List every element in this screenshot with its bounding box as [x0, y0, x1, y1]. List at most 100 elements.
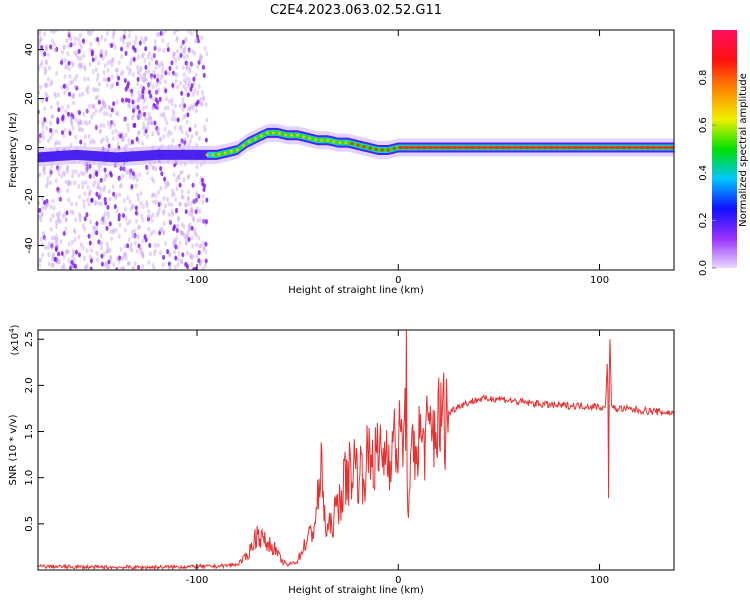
noise-point	[52, 251, 56, 257]
noise-point	[180, 138, 184, 144]
noise-point	[102, 219, 106, 225]
noise-point	[110, 43, 114, 49]
noise-point	[143, 96, 147, 102]
noise-point	[126, 127, 130, 133]
ridge-peak	[265, 131, 269, 135]
noise-point	[95, 257, 99, 263]
noise-point	[38, 90, 41, 96]
noise-point	[153, 39, 157, 45]
noise-point	[141, 251, 145, 257]
noise-point	[55, 70, 59, 76]
noise-point	[136, 68, 140, 74]
noise-point	[89, 266, 93, 270]
noise-point	[153, 73, 157, 79]
noise-point	[41, 230, 45, 236]
noise-point	[73, 76, 77, 82]
noise-point	[127, 261, 131, 267]
noise-point	[88, 240, 92, 246]
noise-point	[72, 227, 76, 233]
noise-point	[196, 90, 200, 96]
noise-point	[96, 87, 100, 93]
noise-point	[109, 170, 113, 176]
noise-point	[111, 184, 115, 190]
noise-point	[147, 111, 151, 117]
noise-point	[39, 63, 43, 69]
noise-point	[186, 64, 190, 70]
colorbar-tick-label: 0.6	[698, 117, 709, 133]
noise-point	[150, 120, 154, 126]
noise-point	[173, 239, 177, 245]
noise-point	[188, 66, 192, 72]
noise-point	[99, 201, 103, 207]
noise-point	[116, 141, 120, 147]
noise-point	[44, 83, 48, 89]
noise-point	[56, 101, 60, 107]
noise-point	[136, 81, 140, 87]
noise-point	[57, 218, 61, 224]
noise-point	[137, 54, 141, 60]
noise-point	[151, 212, 155, 218]
noise-point	[79, 55, 83, 61]
noise-point	[132, 108, 136, 114]
noise-point	[49, 120, 53, 126]
noise-point	[42, 167, 46, 173]
noise-point	[81, 38, 85, 44]
noise-point	[86, 89, 90, 95]
noise-point	[205, 197, 209, 203]
noise-point	[63, 44, 67, 50]
noise-point	[120, 97, 124, 103]
noise-point	[200, 177, 204, 183]
noise-point	[77, 48, 81, 54]
noise-point	[50, 79, 54, 85]
noise-point	[99, 139, 103, 145]
noise-point	[54, 47, 58, 53]
noise-point	[67, 197, 71, 203]
noise-point	[137, 96, 141, 102]
noise-point	[60, 49, 64, 55]
noise-point	[175, 30, 179, 33]
noise-point	[90, 103, 94, 109]
noise-point	[150, 218, 154, 224]
noise-point	[197, 258, 201, 264]
noise-point	[55, 233, 59, 239]
noise-point	[170, 101, 174, 107]
noise-point	[151, 105, 155, 111]
noise-point	[163, 30, 167, 33]
noise-point	[43, 31, 47, 37]
noise-point	[98, 128, 102, 134]
noise-point	[83, 191, 87, 197]
noise-point	[90, 197, 94, 203]
noise-point	[62, 230, 66, 236]
noise-point	[181, 39, 185, 45]
noise-point	[125, 97, 129, 103]
noise-point	[145, 134, 149, 140]
noise-point	[73, 180, 77, 186]
noise-point	[168, 220, 172, 226]
noise-point	[187, 47, 191, 53]
noise-point	[86, 85, 90, 91]
noise-point	[152, 199, 156, 205]
noise-point	[45, 198, 49, 204]
noise-point	[91, 57, 95, 63]
noise-point	[191, 254, 195, 260]
noise-point	[57, 251, 61, 257]
noise-point	[82, 198, 86, 204]
noise-point	[66, 51, 70, 57]
noise-point	[136, 264, 140, 270]
noise-point	[60, 60, 64, 66]
noise-point	[141, 217, 145, 223]
noise-point	[112, 31, 116, 37]
noise-point	[145, 104, 149, 110]
noise-point	[77, 183, 81, 189]
noise-point	[202, 245, 206, 251]
noise-point	[138, 40, 142, 46]
noise-point	[44, 82, 48, 88]
noise-point	[148, 251, 152, 257]
noise-point	[74, 134, 78, 140]
noise-point	[88, 173, 92, 179]
noise-point	[99, 52, 103, 58]
noise-point	[69, 42, 73, 48]
ridge-peak	[332, 140, 336, 144]
noise-point	[193, 30, 197, 33]
noise-point	[103, 197, 107, 203]
